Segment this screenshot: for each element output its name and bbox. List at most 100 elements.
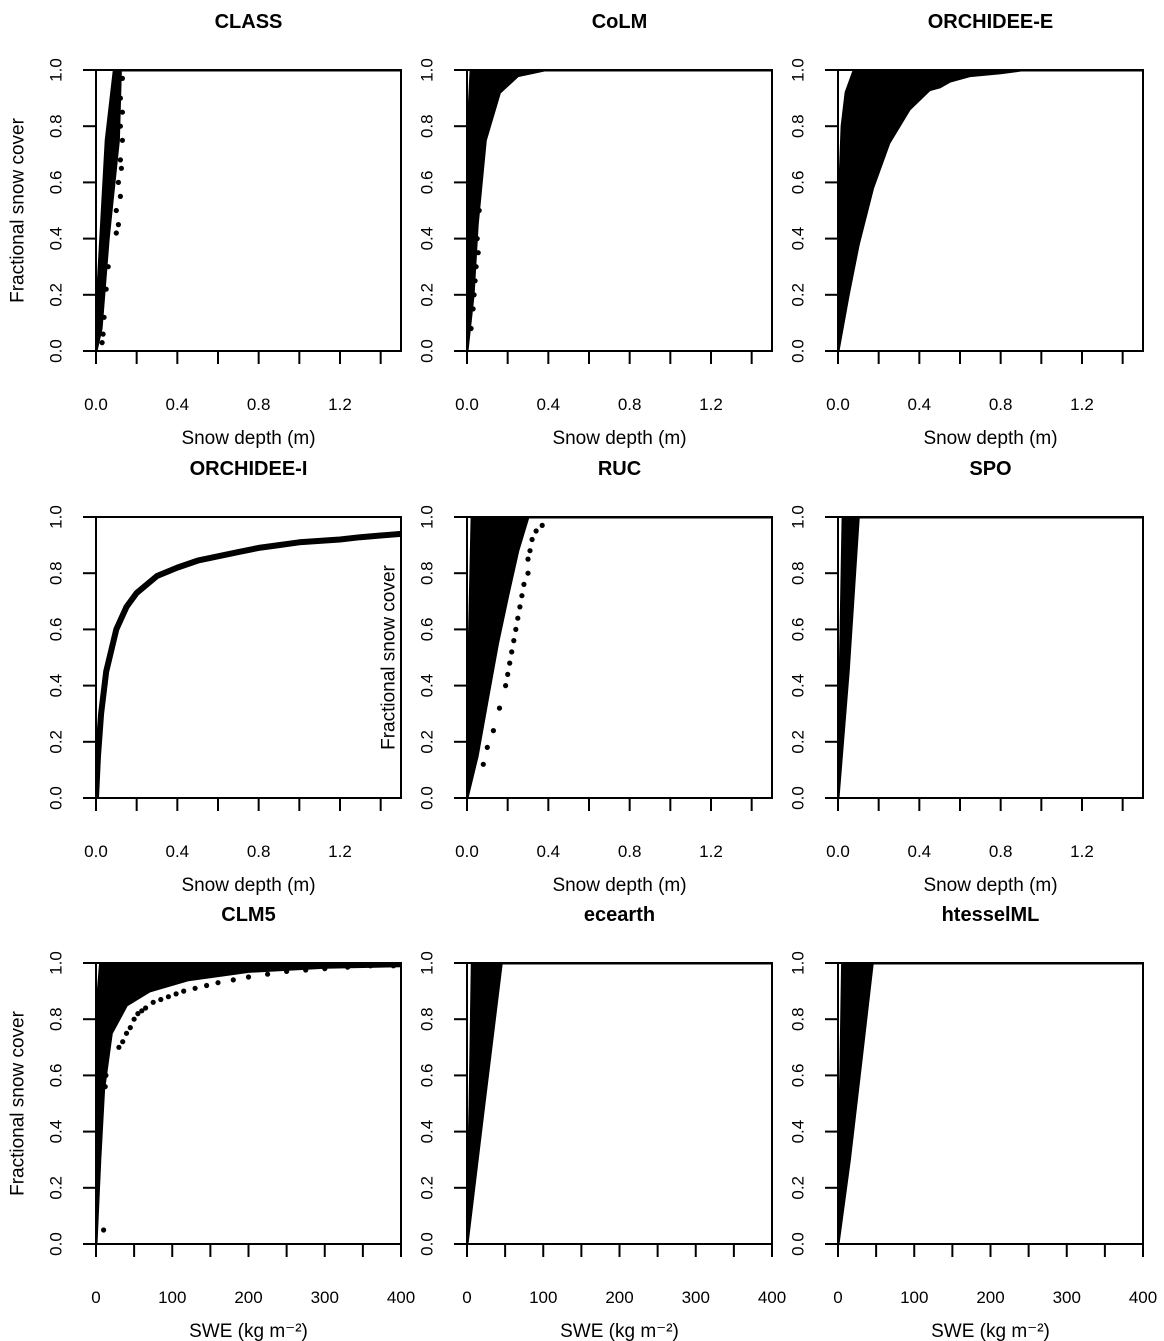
y-tick-label: 0.2 <box>418 283 437 307</box>
y-tick-label: 1.0 <box>789 951 808 975</box>
x-axis-label: Snow depth (m) <box>923 875 1057 896</box>
data-point <box>100 331 106 337</box>
y-tick-label: 1.0 <box>789 58 808 82</box>
data-point <box>143 1005 149 1011</box>
data-curve <box>96 530 401 798</box>
data-point <box>507 660 513 666</box>
data-point <box>158 996 164 1003</box>
y-tick-label: 0.4 <box>47 674 66 698</box>
data-point <box>204 982 210 989</box>
data-point <box>165 994 171 1000</box>
data-point <box>521 581 527 588</box>
x-tick-label: 200 <box>976 1288 1004 1307</box>
data-point <box>115 179 121 185</box>
axes-box <box>466 962 773 1245</box>
y-tick-label: 0.6 <box>789 618 808 642</box>
x-tick-label: 300 <box>311 1288 339 1307</box>
x-tick-label: 1.2 <box>328 842 352 861</box>
x-axis-label: Snow depth (m) <box>181 428 315 449</box>
data-point <box>150 999 156 1005</box>
y-tick-label: 0.6 <box>789 171 808 195</box>
plot-area <box>96 530 401 798</box>
x-tick-label: 0.0 <box>826 395 850 414</box>
x-tick-label: 0.4 <box>537 842 561 861</box>
x-tick-label: 0 <box>462 1288 471 1307</box>
data-point <box>173 991 179 997</box>
data-point <box>101 1227 107 1233</box>
data-point <box>474 236 480 242</box>
y-tick-label: 0.0 <box>47 786 66 810</box>
y-tick-label: 0.2 <box>789 730 808 754</box>
x-tick-label: 100 <box>158 1288 186 1307</box>
y-tick-label: 0.8 <box>418 561 437 585</box>
y-tick-label: 1.0 <box>47 58 66 82</box>
data-point <box>515 615 521 621</box>
data-point <box>131 1016 137 1022</box>
y-tick-label: 0.0 <box>789 786 808 810</box>
y-tick-label: 0.2 <box>789 283 808 307</box>
y-tick-label: 0.8 <box>418 1007 437 1031</box>
axes-box <box>466 516 773 799</box>
data-point <box>473 264 479 270</box>
y-tick-label: 0.6 <box>47 1064 66 1088</box>
data-band <box>838 70 1143 351</box>
y-tick-label: 1.0 <box>418 505 437 529</box>
y-tick-label: 0.8 <box>418 114 437 138</box>
x-tick-label: 400 <box>387 1288 415 1307</box>
data-point <box>470 306 476 312</box>
y-tick-label: 0.0 <box>789 339 808 363</box>
data-point <box>475 250 481 256</box>
y-axis-label: Fractional snow cover <box>8 117 29 302</box>
data-point <box>322 966 328 972</box>
y-tick-label: 0.8 <box>789 561 808 585</box>
data-point <box>123 1030 130 1036</box>
data-point <box>127 1025 133 1031</box>
x-tick-label: 300 <box>682 1288 710 1307</box>
data-point <box>519 593 525 599</box>
data-band <box>467 70 772 351</box>
x-tick-label: 1.2 <box>1070 842 1094 861</box>
data-point <box>245 974 252 980</box>
y-tick-label: 0.2 <box>418 730 437 754</box>
x-axis-label: Snow depth (m) <box>181 875 315 896</box>
x-tick-label: 1.2 <box>1070 395 1094 414</box>
x-tick-label: 300 <box>1053 1288 1081 1307</box>
data-point <box>119 137 125 143</box>
plot-area <box>96 963 401 1244</box>
x-tick-label: 0.4 <box>537 395 561 414</box>
data-point <box>513 626 519 633</box>
axes-box <box>837 69 1144 352</box>
data-point <box>527 548 533 554</box>
data-point <box>517 604 523 610</box>
y-tick-label: 0.8 <box>47 1007 66 1031</box>
x-tick-label: 0.4 <box>908 842 932 861</box>
x-tick-label: 400 <box>758 1288 786 1307</box>
x-tick-label: 0.8 <box>618 842 642 861</box>
data-band <box>467 963 772 1244</box>
data-point <box>215 980 221 986</box>
x-axis-label: Snow depth (m) <box>552 428 686 449</box>
x-tick-label: 100 <box>529 1288 557 1307</box>
axes-box <box>95 516 402 799</box>
x-tick-label: 0.0 <box>455 395 479 414</box>
plot-area <box>838 963 1143 1244</box>
panel-title: CLM5 <box>221 904 275 926</box>
data-band <box>467 517 772 798</box>
data-point <box>468 325 474 332</box>
y-tick-label: 0.4 <box>789 674 808 698</box>
y-tick-label: 0.6 <box>47 618 66 642</box>
y-tick-label: 0.0 <box>47 339 66 363</box>
data-point <box>505 671 511 678</box>
panel-class: 0.0 0.4 0.8 1.2 0.0 0.2 0.4 0.6 0.8 1.0 CLASS Snow … <box>8 11 402 449</box>
x-tick-label: 0 <box>91 1288 100 1307</box>
y-tick-label: 0.0 <box>418 1232 437 1256</box>
y-tick-label: 0.6 <box>47 171 66 195</box>
panel-title: ORCHIDEE-I <box>190 458 308 480</box>
x-axis-label: Snow depth (m) <box>552 875 686 896</box>
data-band <box>838 963 1143 1244</box>
data-point <box>117 193 123 199</box>
y-tick-label: 0.6 <box>418 171 437 195</box>
y-tick-label: 0.2 <box>47 1176 66 1200</box>
data-point <box>496 705 503 711</box>
data-point <box>476 207 482 214</box>
